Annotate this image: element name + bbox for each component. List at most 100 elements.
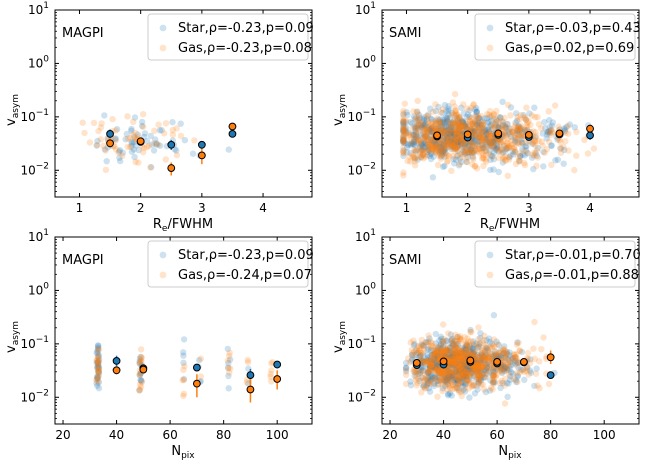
scatter-point-gas <box>467 328 474 336</box>
scatter-point-gas <box>413 137 420 144</box>
scatter-point-star <box>417 353 424 360</box>
scatter-point-gas <box>475 362 482 370</box>
scatter-point-gas <box>427 142 434 149</box>
scatter-point-star <box>428 125 435 132</box>
scatter-point-star <box>404 111 411 119</box>
scatter-point-gas <box>435 365 442 373</box>
scatter-point-gas <box>143 143 151 151</box>
scatter-point-star <box>424 141 431 148</box>
scatter-point-gas <box>436 122 443 130</box>
scatter-point-star <box>514 117 521 124</box>
scatter-point-gas <box>449 355 456 362</box>
scatter-point-star <box>94 375 101 382</box>
scatter-point-star <box>490 156 498 163</box>
axes-frame <box>54 9 313 198</box>
scatter-point-star <box>516 158 523 165</box>
scatter-point-star <box>461 365 469 372</box>
scatter-point-star <box>518 348 526 356</box>
scatter-point-gas <box>505 357 512 364</box>
scatter-point-gas <box>411 158 418 165</box>
scatter-point-star <box>490 143 497 150</box>
scatter-point-star <box>460 386 467 394</box>
scatter-point-gas <box>421 377 428 384</box>
scatter-point-star <box>505 128 512 136</box>
scatter-point-star <box>520 111 527 119</box>
scatter-point-star <box>513 378 520 386</box>
scatter-point-gas <box>428 362 435 369</box>
scatter-point-gas <box>466 122 474 129</box>
scatter-point-gas <box>455 136 462 144</box>
scatter-point-gas <box>438 369 445 376</box>
scatter-point-gas <box>431 351 438 358</box>
scatter-point-gas <box>484 111 491 118</box>
scatter-point-gas <box>480 125 487 133</box>
scatter-point-gas <box>490 372 497 380</box>
scatter-point-star <box>412 148 420 155</box>
scatter-point-star <box>501 354 509 361</box>
scatter-point-star <box>437 118 444 126</box>
scatter-point-star <box>448 392 455 399</box>
scatter-point-star <box>136 355 144 363</box>
scatter-point-gas <box>95 372 103 380</box>
scatter-point-star <box>458 139 465 146</box>
scatter-point-star <box>116 147 124 154</box>
scatter-point-star <box>493 119 500 126</box>
scatter-point-gas <box>513 351 520 358</box>
scatter-point-star <box>94 359 102 366</box>
scatter-point-star <box>416 114 423 122</box>
scatter-point-star <box>101 112 108 119</box>
scatter-point-gas <box>428 136 435 144</box>
scatter-point-gas <box>463 149 470 156</box>
scatter-point-star <box>430 382 438 389</box>
scatter-point-gas <box>225 365 232 372</box>
scatter-point-gas <box>521 161 529 169</box>
scatter-point-star <box>449 354 456 361</box>
scatter-point-gas <box>474 361 481 368</box>
scatter-point-star <box>542 125 549 132</box>
scatter-point-gas <box>469 121 476 128</box>
scatter-point-star <box>503 364 510 372</box>
scatter-point-star <box>468 369 476 377</box>
scatter-point-star <box>484 354 492 361</box>
scatter-point-star <box>505 380 512 387</box>
scatter-point-star <box>479 141 486 149</box>
scatter-point-star <box>499 118 506 126</box>
binned-point-gas <box>546 353 555 362</box>
scatter-point-star <box>459 138 466 145</box>
scatter-point-star <box>459 371 467 378</box>
scatter-point-star <box>513 110 520 117</box>
scatter-point-star <box>518 135 525 142</box>
scatter-point-gas <box>454 385 461 392</box>
scatter-point-gas <box>493 146 501 153</box>
scatter-point-star <box>424 151 431 159</box>
scatter-point-star <box>94 357 102 365</box>
scatter-point-gas <box>429 123 437 131</box>
scatter-point-gas <box>491 372 498 380</box>
scatter-point-gas <box>452 352 459 359</box>
scatter-point-star <box>462 120 470 127</box>
scatter-point-star <box>504 120 511 128</box>
scatter-point-star <box>423 133 430 140</box>
scatter-point-gas <box>531 139 538 146</box>
scatter-point-star <box>444 347 451 355</box>
scatter-point-gas <box>437 347 444 355</box>
scatter-point-star <box>447 114 454 121</box>
scatter-point-gas <box>431 375 439 382</box>
binned-point-gas <box>494 129 503 138</box>
binned-point-gas <box>555 129 564 138</box>
scatter-point-gas <box>493 118 501 125</box>
scatter-point-gas <box>486 358 493 365</box>
scatter-point-gas <box>560 143 567 151</box>
scatter-point-star <box>475 372 482 379</box>
scatter-point-star <box>514 359 521 366</box>
scatter-point-star <box>475 367 482 374</box>
scatter-point-gas <box>510 144 518 151</box>
scatter-point-gas <box>492 349 500 356</box>
scatter-point-star <box>440 163 447 170</box>
scatter-point-gas <box>427 338 434 345</box>
scatter-point-gas <box>452 107 459 114</box>
scatter-point-star <box>522 143 529 150</box>
scatter-point-gas <box>473 374 481 381</box>
scatter-point-gas <box>565 147 572 154</box>
scatter-point-star <box>443 337 451 344</box>
